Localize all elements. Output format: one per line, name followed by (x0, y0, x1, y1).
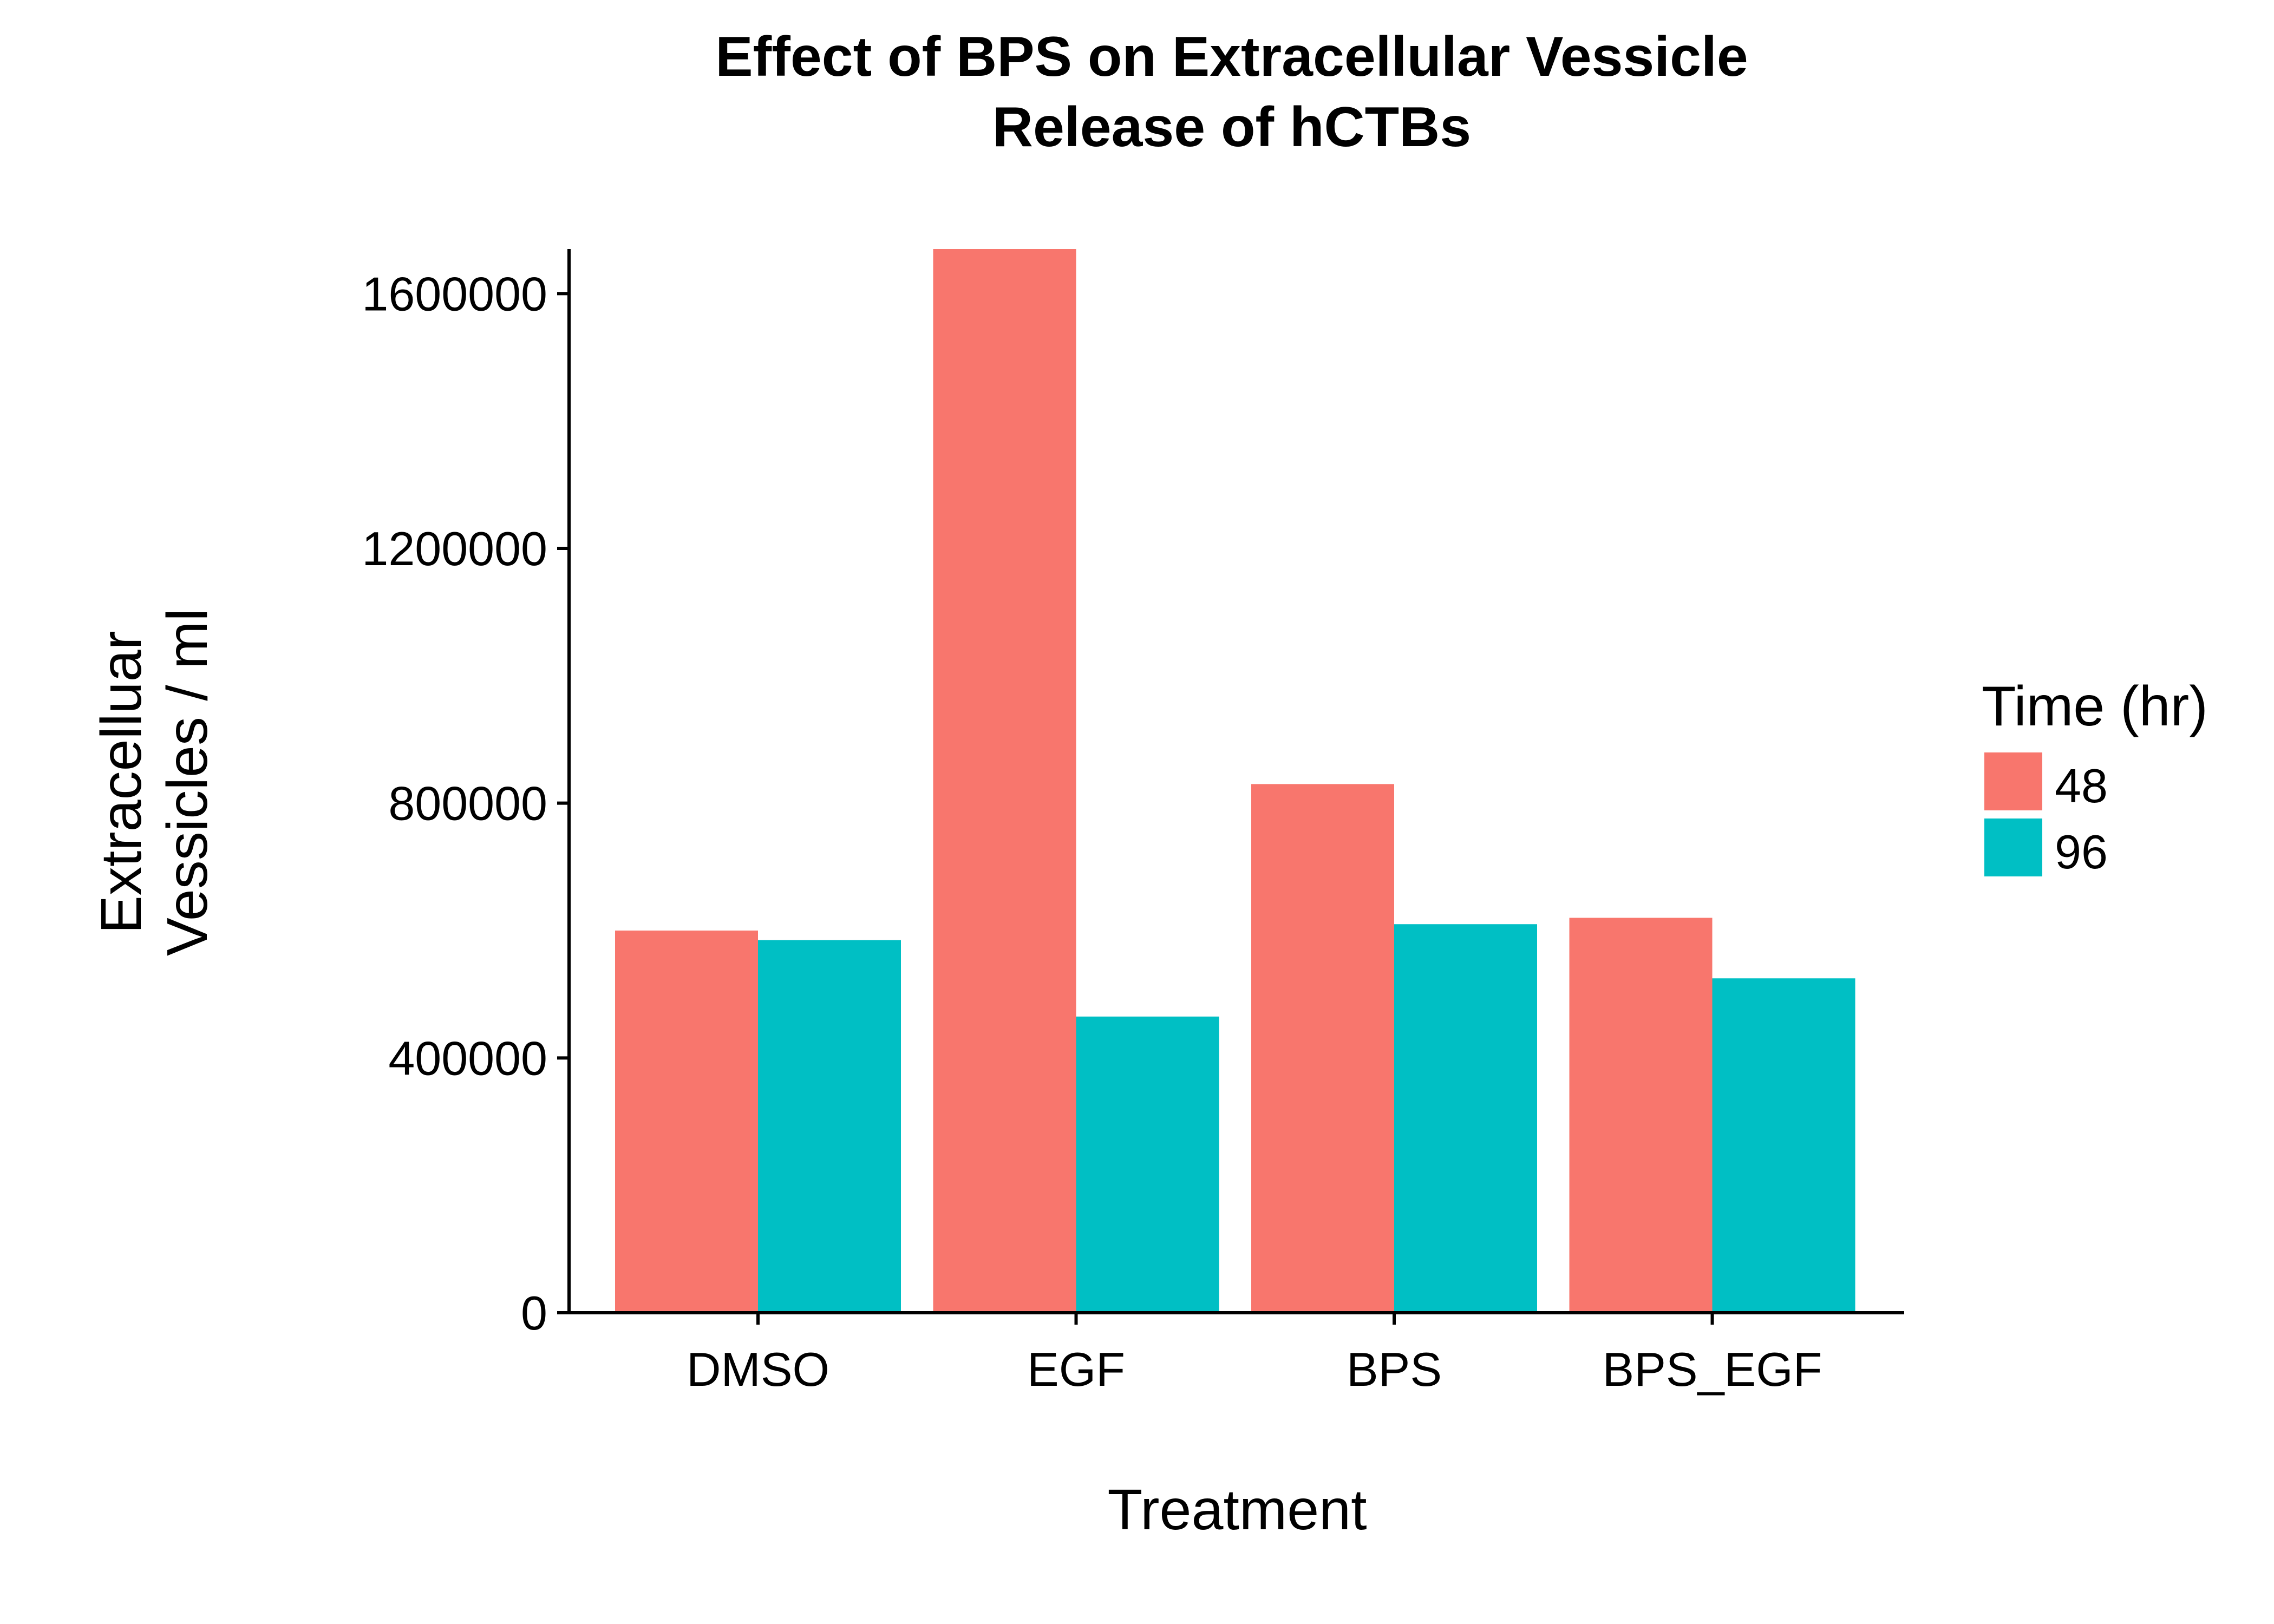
chart-title-line-2: Release of hCTBs (992, 96, 1471, 159)
y-tick-label: 0 (521, 1286, 547, 1340)
legend: Time (hr) 48 96 (1982, 675, 2208, 879)
bar-dmso-96 (758, 940, 901, 1313)
legend-swatch-96 (1984, 818, 2042, 876)
x-axis-label: Treatment (1107, 1478, 1367, 1542)
bar-bps-egf-96 (1712, 978, 1855, 1313)
x-tick-label: BPS_EGF (1603, 1343, 1822, 1396)
bar-egf-96 (1076, 1016, 1219, 1313)
y-tick-label: 800000 (388, 777, 547, 830)
bars-group (615, 249, 1855, 1313)
y-axis-ticks: 0 400000 800000 1200000 1600000 (362, 267, 569, 1340)
x-tick-label: BPS (1347, 1343, 1442, 1396)
bar-bps-48 (1251, 784, 1394, 1313)
legend-label-48: 48 (2055, 759, 2108, 813)
y-tick-label: 1200000 (362, 522, 547, 575)
bar-bps-egf-48 (1569, 918, 1713, 1313)
x-axis-ticks: DMSO EGF BPS BPS_EGF (687, 1313, 1822, 1396)
legend-swatch-48 (1984, 752, 2042, 810)
y-axis-label-line-1: Extracelluar (89, 631, 153, 934)
y-tick-label: 400000 (388, 1031, 547, 1085)
legend-title: Time (hr) (1982, 675, 2208, 738)
y-axis-label: Extracelluar Vessicles / ml (89, 608, 219, 956)
legend-label-96: 96 (2055, 825, 2108, 879)
bar-egf-48 (933, 249, 1076, 1313)
chart-title-line-1: Effect of BPS on Extracellular Vessicle (715, 25, 1748, 88)
bar-dmso-48 (615, 931, 758, 1313)
y-tick-label: 1600000 (362, 267, 547, 320)
bar-bps-96 (1394, 924, 1537, 1313)
y-axis-label-line-2: Vessicles / ml (155, 608, 219, 956)
x-tick-label: EGF (1027, 1343, 1125, 1396)
x-tick-label: DMSO (687, 1343, 829, 1396)
